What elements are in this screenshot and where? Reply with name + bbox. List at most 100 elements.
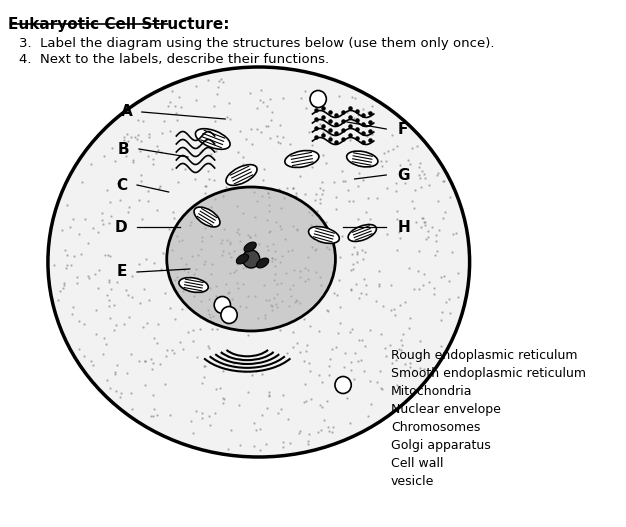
Point [195,148,205,157]
Point [235,237,245,246]
Point [262,404,272,412]
Point [295,267,305,275]
Point [333,236,343,244]
Point [250,213,260,221]
Point [307,140,317,149]
Point [318,131,328,139]
Point [199,373,209,381]
Point [354,294,364,302]
Point [265,94,275,103]
Point [189,269,199,278]
Point [414,247,424,255]
Point [436,316,446,324]
Point [317,403,327,411]
Point [167,87,177,96]
Point [314,371,324,379]
Point [292,226,302,235]
Point [74,317,85,325]
Point [322,270,332,278]
Point [434,226,444,234]
Point [365,377,375,386]
Point [172,232,182,240]
Point [144,130,154,139]
Point [257,369,267,378]
Point [239,280,249,288]
Point [285,284,295,292]
Point [101,251,111,260]
Point [62,261,72,270]
Point [300,264,310,272]
Point [275,258,285,267]
Point [438,177,448,185]
Point [272,272,282,280]
Point [224,284,234,292]
Point [292,297,302,306]
Point [122,130,132,138]
Point [163,244,173,252]
Point [83,239,93,248]
Point [260,440,270,448]
Point [361,208,371,216]
Point [246,124,256,133]
Point [300,229,310,237]
Point [298,271,308,279]
Point [219,225,229,233]
Point [197,237,207,245]
Point [141,255,151,263]
Point [212,90,222,98]
Point [345,131,355,139]
Point [358,105,368,114]
Point [239,209,249,218]
Point [241,135,251,143]
Point [445,309,455,318]
Point [331,129,341,137]
Point [197,414,207,422]
Point [447,248,457,256]
Point [104,219,114,227]
Point [226,253,236,261]
Point [214,306,224,315]
Point [267,256,277,265]
Point [179,266,189,275]
Point [253,314,263,323]
Point [193,210,203,219]
Point [68,215,78,223]
Point [294,267,304,275]
Point [183,328,193,337]
Point [205,159,215,167]
Point [342,108,352,116]
Point [225,269,235,277]
Point [170,102,180,110]
Point [415,174,425,182]
Point [338,125,348,134]
Point [304,430,314,438]
Point [300,277,310,286]
Point [177,236,187,244]
Point [339,363,349,371]
Point [229,268,239,277]
Point [223,249,233,257]
Point [278,93,288,102]
Point [267,254,277,262]
Point [136,171,146,180]
Point [376,384,386,392]
Point [247,306,257,314]
Point [419,365,429,373]
Point [314,93,324,101]
Point [203,167,213,175]
Ellipse shape [347,151,378,167]
Point [394,301,404,309]
Point [217,251,227,259]
Point [174,222,184,231]
Point [427,223,437,231]
Point [315,199,325,207]
Point [264,391,274,399]
Point [243,231,253,240]
Point [233,311,244,319]
Point [382,230,393,238]
Point [233,277,243,286]
Point [255,306,265,314]
Point [196,296,206,305]
Point [200,224,210,232]
Point [358,176,368,184]
